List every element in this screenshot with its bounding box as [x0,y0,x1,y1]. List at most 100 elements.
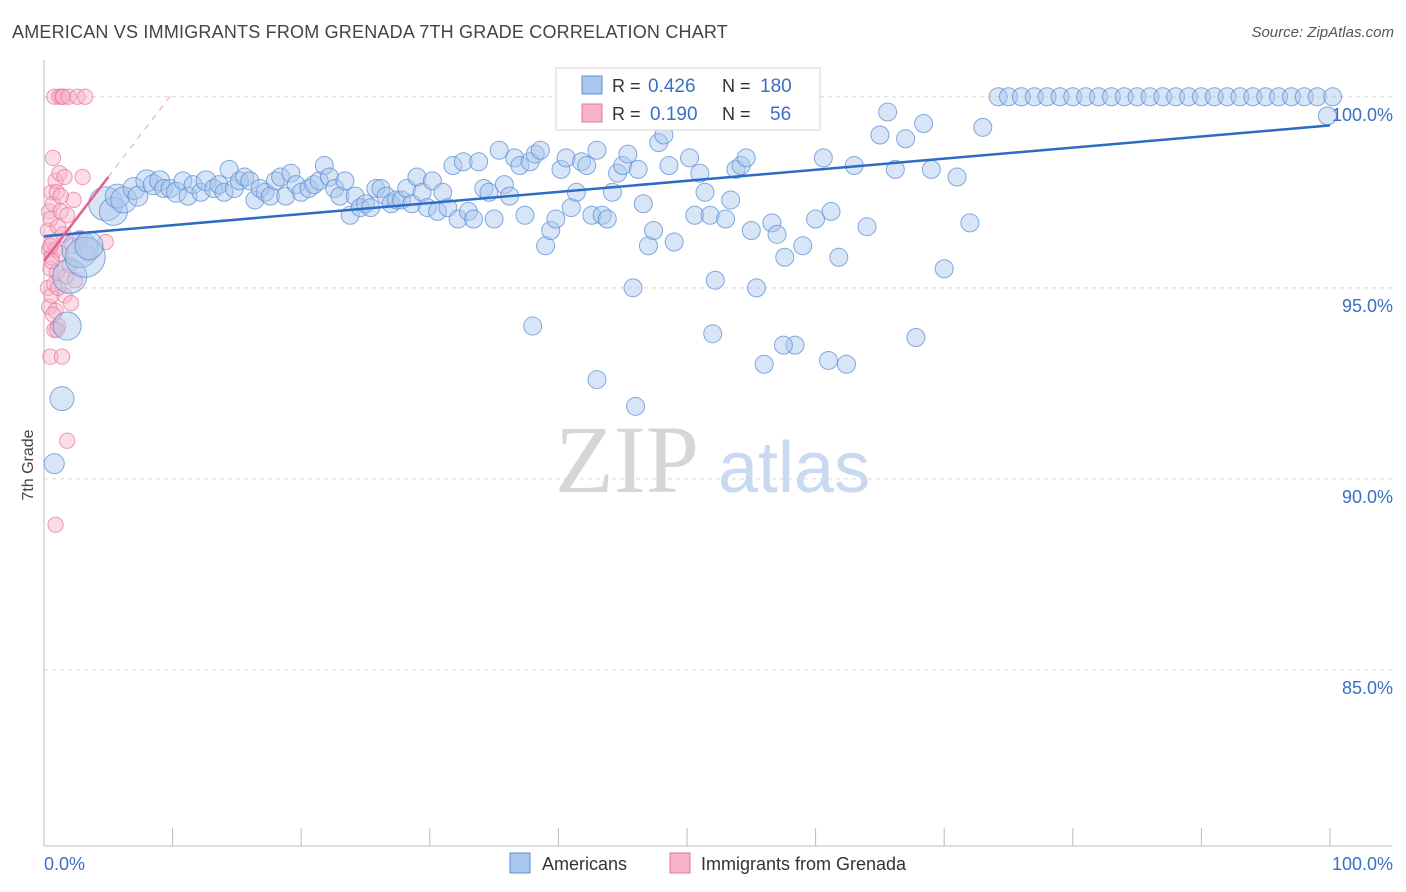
watermark: ZIP atlas [555,406,870,513]
americans-point-29 [229,171,249,191]
y-tick-label-1: 90.0% [1342,487,1393,507]
americans-point-153 [973,117,993,137]
americans-points [43,87,1343,475]
americans-point-105 [623,278,643,298]
americans-point-130 [754,354,774,374]
axes [43,60,1392,847]
americans-point-91 [551,159,571,179]
americans-point-99 [592,205,612,225]
americans-point-135 [793,236,813,256]
americans-point-10 [110,186,138,214]
americans-point-70 [443,156,463,176]
americans-point-104 [618,144,638,164]
y-tick-label-2: 95.0% [1342,296,1393,316]
grenada-points [39,88,114,533]
americans-point-78 [484,209,504,229]
americans-point-179 [1307,87,1327,107]
americans-point-124 [721,190,741,210]
americans-point-63 [407,167,427,187]
americans-point-2 [52,311,82,341]
americans-point-123 [716,209,736,229]
americans-point-184 [626,396,646,416]
x-tick-label-1: 100.0% [1332,854,1393,874]
americans-point-24 [204,178,224,198]
americans-point-108 [638,236,658,256]
grenada-point-46 [77,88,94,105]
americans-point-51 [345,186,365,206]
americans-point-95 [572,152,592,172]
gridlines [44,96,1392,671]
grenada-point-37 [60,88,77,105]
americans-point-14 [142,174,164,196]
grenada-trend-line [43,176,110,262]
americans-point-16 [154,178,174,198]
series-legend: Americans Immigrants from Grenada [509,852,907,874]
americans-point-103 [613,156,633,176]
americans-point-138 [821,201,841,221]
grenada-point-49 [47,516,64,533]
americans-point-80 [494,175,514,195]
americans-point-109 [644,221,664,241]
americans-point-46 [319,167,339,187]
chart-title: AMERICAN VS IMMIGRANTS FROM GRENADA 7TH … [12,22,729,42]
americans-point-31 [240,171,260,191]
americans-point-84 [515,205,535,225]
americans-point-18 [165,181,187,203]
stats-r-value-americans: 0.426 [648,76,696,97]
americans-point-23 [195,170,217,192]
stats-r-value-grenada: 0.190 [650,104,698,125]
grenada-point-7 [42,348,59,365]
americans-point-87 [530,140,550,160]
americans-point-20 [178,186,198,206]
americans-point-116 [680,148,700,168]
stats-swatch-grenada [581,103,603,123]
americans-point-136 [806,209,826,229]
americans-point-30 [235,167,255,187]
americans-point-4 [61,231,99,269]
americans-point-33 [250,178,270,198]
legend-label-grenada: Immigrants from Grenada [701,854,907,874]
americans-point-150 [934,259,954,279]
americans-point-55 [366,178,386,198]
trend-lines [43,92,1331,262]
stats-n-label-americans: N = [722,76,751,96]
grenada-trend-extension [107,92,174,178]
grenada-point-32 [56,168,73,186]
americans-point-93 [561,198,581,218]
stats-legend: R = 0.426 N = 180 R = 0.190 N = 56 [555,67,821,131]
americans-point-186 [773,335,793,355]
americans-point-42 [299,178,319,198]
grenada-point-35 [58,207,76,224]
grenada-point-39 [62,294,80,312]
americans-point-183 [587,370,607,390]
americans-point-75 [469,152,489,172]
americans-point-58 [381,194,401,214]
americans-point-44 [309,171,329,191]
americans-point-140 [836,354,856,374]
legend-swatch-americans [509,852,531,874]
americans-point-96 [577,156,597,176]
americans-point-26 [214,182,234,202]
americans-point-106 [628,159,648,179]
americans-point-39 [281,163,301,183]
y-tick-labels: 85.0% 90.0% 95.0% 100.0% [1332,105,1393,698]
grenada-point-45 [74,168,91,186]
americans-point-139 [829,247,849,267]
americans-point-72 [453,152,473,172]
americans-point-19 [173,171,193,191]
grenada-point-36 [58,432,76,449]
americans-point-142 [857,217,877,237]
americans-point-97 [582,205,602,225]
americans-point-133 [775,247,795,267]
americans-point-185 [703,324,723,344]
americans-point-182 [523,316,543,336]
grenada-point-11 [44,149,62,167]
americans-point-90 [546,209,566,229]
americans-point-148 [914,114,934,134]
americans-point-121 [705,270,725,290]
americans-point-100 [597,209,617,229]
americans-point-94 [566,182,586,202]
grenada-point-54 [44,306,62,323]
americans-point-181 [1323,87,1343,107]
